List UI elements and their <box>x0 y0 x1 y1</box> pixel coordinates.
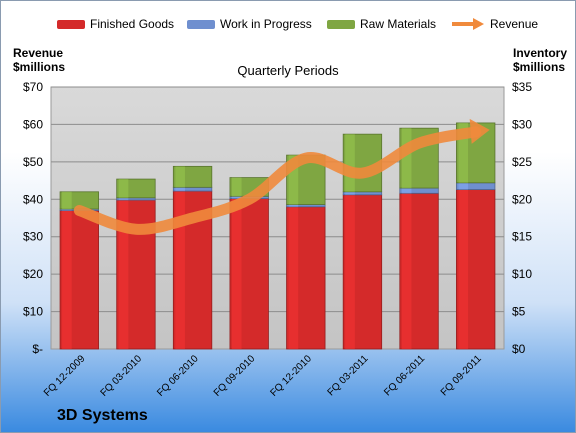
bar-highlight <box>118 197 129 201</box>
bar-highlight <box>175 166 185 188</box>
x-tick-label: FQ 03-2011 <box>326 353 371 398</box>
legend-label-finished-goods: Finished Goods <box>90 17 175 31</box>
legend-item-finished-goods[interactable]: Finished Goods <box>57 15 174 33</box>
legend-label-revenue: Revenue <box>490 17 539 31</box>
bar-highlight <box>175 187 185 192</box>
legend-item-work-in-progress[interactable]: Work in Progress <box>187 15 312 33</box>
right-tick-label: $5 <box>512 305 526 319</box>
legend-item-revenue[interactable]: Revenue <box>451 15 538 33</box>
bar-highlight <box>62 209 72 211</box>
left-axis-title: Revenue $millions <box>13 46 65 74</box>
bar-raw-materials[interactable] <box>116 178 156 199</box>
left-tick-label: $30 <box>23 230 43 244</box>
revenue-line-path[interactable] <box>73 126 482 235</box>
bar-highlight <box>288 155 299 205</box>
revenue-arrowhead <box>469 118 490 144</box>
bar-highlight <box>231 177 242 197</box>
x-tick-label: FQ 03-2010 <box>99 353 145 399</box>
legend-item-raw-materials[interactable]: Raw Materials <box>327 15 436 33</box>
chart-title: Quarterly Periods <box>237 63 339 78</box>
right-axis-title: Inventory $millions <box>513 46 567 74</box>
revenue-line <box>73 118 490 235</box>
bar-finished-goods[interactable] <box>399 192 439 350</box>
right-tick-label: $25 <box>512 155 532 169</box>
left-axis-title-line-1: Revenue <box>13 46 64 60</box>
left-tick-label: $20 <box>23 267 43 281</box>
x-tick-label: FQ 06-2010 <box>155 353 201 399</box>
bar-highlight <box>288 206 299 349</box>
left-tick-label: $40 <box>23 192 43 206</box>
left-tick-label: $60 <box>23 117 43 131</box>
right-axis-title-line-2: $millions <box>513 60 566 74</box>
bar-highlight <box>458 122 469 183</box>
bar-highlight <box>401 128 412 189</box>
bar-finished-goods[interactable] <box>456 189 496 350</box>
right-tick-label: $0 <box>512 342 526 356</box>
left-tick-label: $10 <box>23 305 43 319</box>
bar-highlight <box>345 194 355 349</box>
bar-highlight <box>288 204 299 207</box>
right-tick-label: $35 <box>512 80 532 94</box>
bar-highlight <box>345 134 355 192</box>
right-tick-label: $10 <box>512 267 532 281</box>
work-in-progress-swatch <box>187 19 215 29</box>
left-tick-label: $70 <box>23 80 43 94</box>
bar-highlight <box>118 200 129 349</box>
bar-highlight <box>401 193 412 349</box>
x-tick-label: FQ 09-2011 <box>439 353 484 398</box>
bar-raw-materials[interactable] <box>172 165 213 188</box>
x-tick-label: FQ 06-2011 <box>382 353 427 398</box>
bar-finished-goods[interactable] <box>286 206 326 350</box>
bar-highlight <box>62 210 72 349</box>
bar-highlight <box>231 198 242 349</box>
left-axis-title-line-2: $millions <box>13 60 66 74</box>
right-axis-title-line-1: Inventory <box>513 46 568 60</box>
bar-highlight <box>118 179 129 198</box>
bar-highlight <box>458 182 469 190</box>
finished-goods-swatch <box>57 19 85 29</box>
x-tick-label: FQ 09-2010 <box>212 353 258 399</box>
raw-materials-swatch <box>327 19 355 29</box>
revenue-arrow-icon <box>452 18 484 30</box>
bar-highlight <box>345 191 355 195</box>
bar-finished-goods[interactable] <box>342 194 383 350</box>
bar-highlight <box>401 188 412 194</box>
right-tick-label: $15 <box>512 230 532 244</box>
left-tick-label: $50 <box>23 155 43 169</box>
right-tick-label: $20 <box>512 192 532 206</box>
legend-label-work-in-progress: Work in Progress <box>220 17 312 31</box>
x-tick-label: FQ 12-2010 <box>268 353 314 399</box>
legend: Finished Goods Work in Progress Raw Mate… <box>1 15 575 33</box>
bar-highlight <box>175 191 185 349</box>
bar-finished-goods[interactable] <box>229 198 269 350</box>
bar-highlight <box>62 191 72 210</box>
company-name: 3D Systems <box>57 407 148 424</box>
x-tick-label: FQ 12-2009 <box>42 353 88 399</box>
bar-highlight <box>231 196 242 199</box>
bar-finished-goods[interactable] <box>59 210 99 350</box>
legend-label-raw-materials: Raw Materials <box>360 17 437 31</box>
left-tick-label: $- <box>32 342 43 356</box>
bar-highlight <box>458 189 469 349</box>
right-tick-label: $30 <box>512 117 532 131</box>
